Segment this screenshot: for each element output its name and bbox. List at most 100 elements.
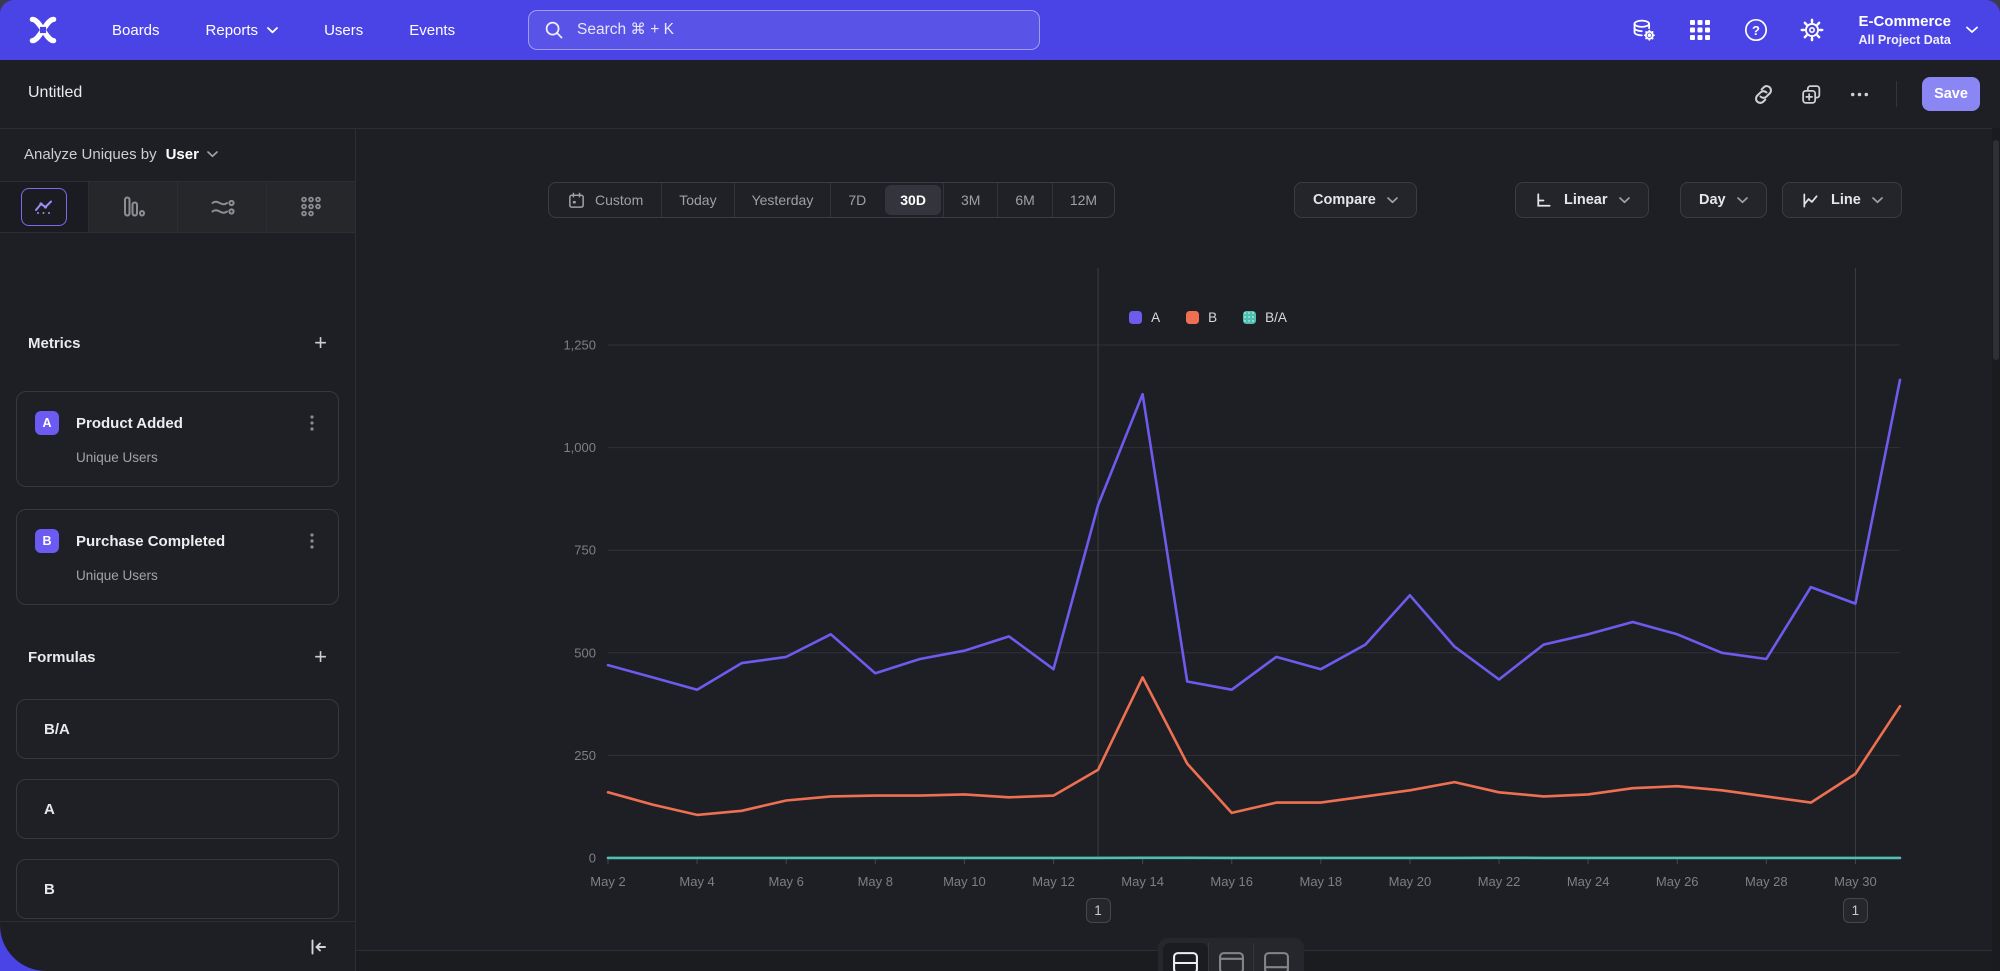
- nav-item-boards[interactable]: Boards: [112, 22, 160, 39]
- metric-row: A Product Added: [35, 411, 320, 435]
- layout-toggle-group: [1158, 938, 1304, 971]
- x-axis-label: May 8: [858, 874, 893, 889]
- add-formula-button[interactable]: +: [314, 644, 327, 669]
- x-axis-label: May 12: [1032, 874, 1075, 889]
- scrollbar-thumb[interactable]: [1993, 140, 1999, 360]
- chevron-down-icon: [1966, 26, 1978, 34]
- kebab-menu-icon[interactable]: [304, 414, 320, 432]
- chart-type-dropdown[interactable]: Line: [1782, 182, 1902, 218]
- y-axis-label: 500: [574, 645, 596, 660]
- mixpanel-logo-icon[interactable]: [26, 13, 60, 47]
- tab-insights-line[interactable]: [0, 182, 89, 232]
- search-input[interactable]: [575, 20, 1024, 40]
- range-30d[interactable]: 30D: [885, 185, 941, 215]
- y-axis-label: 1,250: [563, 338, 596, 353]
- x-axis-label: May 4: [679, 874, 714, 889]
- project-scope: All Project Data: [1858, 32, 1951, 47]
- scrollbar-track[interactable]: [1992, 128, 2000, 971]
- x-axis-label: May 22: [1478, 874, 1521, 889]
- annotation-badge[interactable]: 1: [1085, 898, 1111, 923]
- more-options-icon[interactable]: [1848, 83, 1871, 106]
- nav-item-events[interactable]: Events: [409, 22, 455, 39]
- interval-dropdown[interactable]: Day: [1680, 182, 1767, 218]
- link-icon[interactable]: [1752, 83, 1775, 106]
- metric-card-b[interactable]: B Purchase Completed Unique Users: [16, 509, 339, 605]
- global-search[interactable]: [528, 10, 1040, 50]
- search-icon: [544, 20, 564, 40]
- legend-item-b[interactable]: B: [1186, 310, 1217, 325]
- interval-label: Day: [1699, 192, 1726, 208]
- metric-subtitle[interactable]: Unique Users: [76, 450, 158, 465]
- metric-card-a[interactable]: A Product Added Unique Users: [16, 391, 339, 487]
- chevron-down-icon: [1387, 196, 1398, 204]
- x-axis-label: May 26: [1656, 874, 1699, 889]
- annotation-badge[interactable]: 1: [1842, 898, 1868, 923]
- save-button[interactable]: Save: [1922, 77, 1980, 111]
- y-axis-label: 0: [589, 851, 596, 866]
- x-axis-label: May 30: [1834, 874, 1877, 889]
- project-selector[interactable]: E-Commerce All Project Data: [1858, 12, 1978, 48]
- help-icon[interactable]: ?: [1742, 17, 1769, 44]
- range-today[interactable]: Today: [661, 183, 733, 217]
- tab-bar-chart[interactable]: [89, 182, 178, 232]
- navbar-right: ? E-Commerce All Project Data: [1630, 0, 1978, 60]
- legend-item-a[interactable]: A: [1129, 310, 1160, 325]
- chevron-down-icon: [1618, 196, 1630, 204]
- legend-label: A: [1151, 310, 1161, 325]
- visualization-tabs: [0, 182, 355, 233]
- layout-split-middle-button[interactable]: [1163, 943, 1208, 971]
- metric-subtitle[interactable]: Unique Users: [76, 568, 158, 583]
- layout-table-top-button[interactable]: [1207, 943, 1254, 971]
- chart-legend: A B B/A: [608, 310, 1808, 325]
- report-header: Untitled: [0, 60, 2000, 129]
- range-3m[interactable]: 3M: [942, 183, 997, 217]
- flows-icon: [209, 196, 236, 218]
- scale-dropdown[interactable]: Linear: [1515, 182, 1649, 218]
- compare-label: Compare: [1313, 192, 1376, 208]
- range-custom[interactable]: Custom: [549, 183, 661, 217]
- formula-card-ba[interactable]: B/A: [16, 699, 339, 759]
- metric-badge-a: A: [35, 411, 59, 435]
- line-chart: 0 250 500 750 1,000 1,250 May 2 May 4 May 6 May 8…: [563, 268, 1902, 889]
- series-line-B: [606, 676, 1902, 817]
- compare-dropdown[interactable]: Compare: [1294, 182, 1417, 218]
- metric-name: Product Added: [76, 414, 183, 432]
- data-management-icon[interactable]: [1630, 17, 1657, 44]
- y-axis-label: 250: [574, 748, 596, 763]
- metric-name: Purchase Completed: [76, 532, 226, 550]
- retention-dots-icon: [298, 195, 324, 219]
- legend-label: B: [1208, 310, 1218, 325]
- x-axis-label: May 28: [1745, 874, 1788, 889]
- formula-card-a[interactable]: A: [16, 779, 339, 839]
- settings-icon[interactable]: [1798, 17, 1825, 44]
- nav-item-label: Reports: [205, 21, 259, 39]
- x-axis-label: May 2: [590, 874, 625, 889]
- metrics-title: Metrics: [28, 334, 81, 352]
- x-axis-label: May 14: [1121, 874, 1164, 889]
- kebab-menu-icon[interactable]: [304, 532, 320, 550]
- chevron-down-icon: [1736, 196, 1748, 204]
- range-7d[interactable]: 7D: [830, 183, 883, 217]
- range-yesterday[interactable]: Yesterday: [733, 183, 831, 217]
- formulas-section-header: Formulas +: [0, 645, 355, 669]
- nav-item-reports[interactable]: Reports: [206, 22, 279, 39]
- linear-axis-icon: [1534, 191, 1553, 210]
- tab-retention[interactable]: [267, 182, 355, 232]
- tab-flows[interactable]: [178, 182, 267, 232]
- layout-table-bottom-button[interactable]: [1253, 943, 1299, 971]
- x-axis-label: May 10: [943, 874, 986, 889]
- series-line-A: [606, 378, 1902, 692]
- range-12m[interactable]: 12M: [1051, 183, 1114, 217]
- apps-grid-icon[interactable]: [1686, 17, 1713, 44]
- collapse-sidebar-icon[interactable]: [307, 936, 329, 958]
- add-metric-button[interactable]: +: [314, 330, 327, 355]
- formula-card-b[interactable]: B: [16, 859, 339, 919]
- analyze-by-label: Analyze Uniques by: [24, 146, 157, 163]
- analyze-by-dropdown[interactable]: User: [166, 146, 218, 163]
- legend-swatch-b: [1186, 311, 1200, 324]
- report-title[interactable]: Untitled: [28, 84, 83, 101]
- copy-to-board-icon[interactable]: [1800, 83, 1823, 106]
- nav-item-users[interactable]: Users: [324, 22, 363, 39]
- legend-item-ba[interactable]: B/A: [1243, 310, 1287, 325]
- range-6m[interactable]: 6M: [997, 183, 1051, 217]
